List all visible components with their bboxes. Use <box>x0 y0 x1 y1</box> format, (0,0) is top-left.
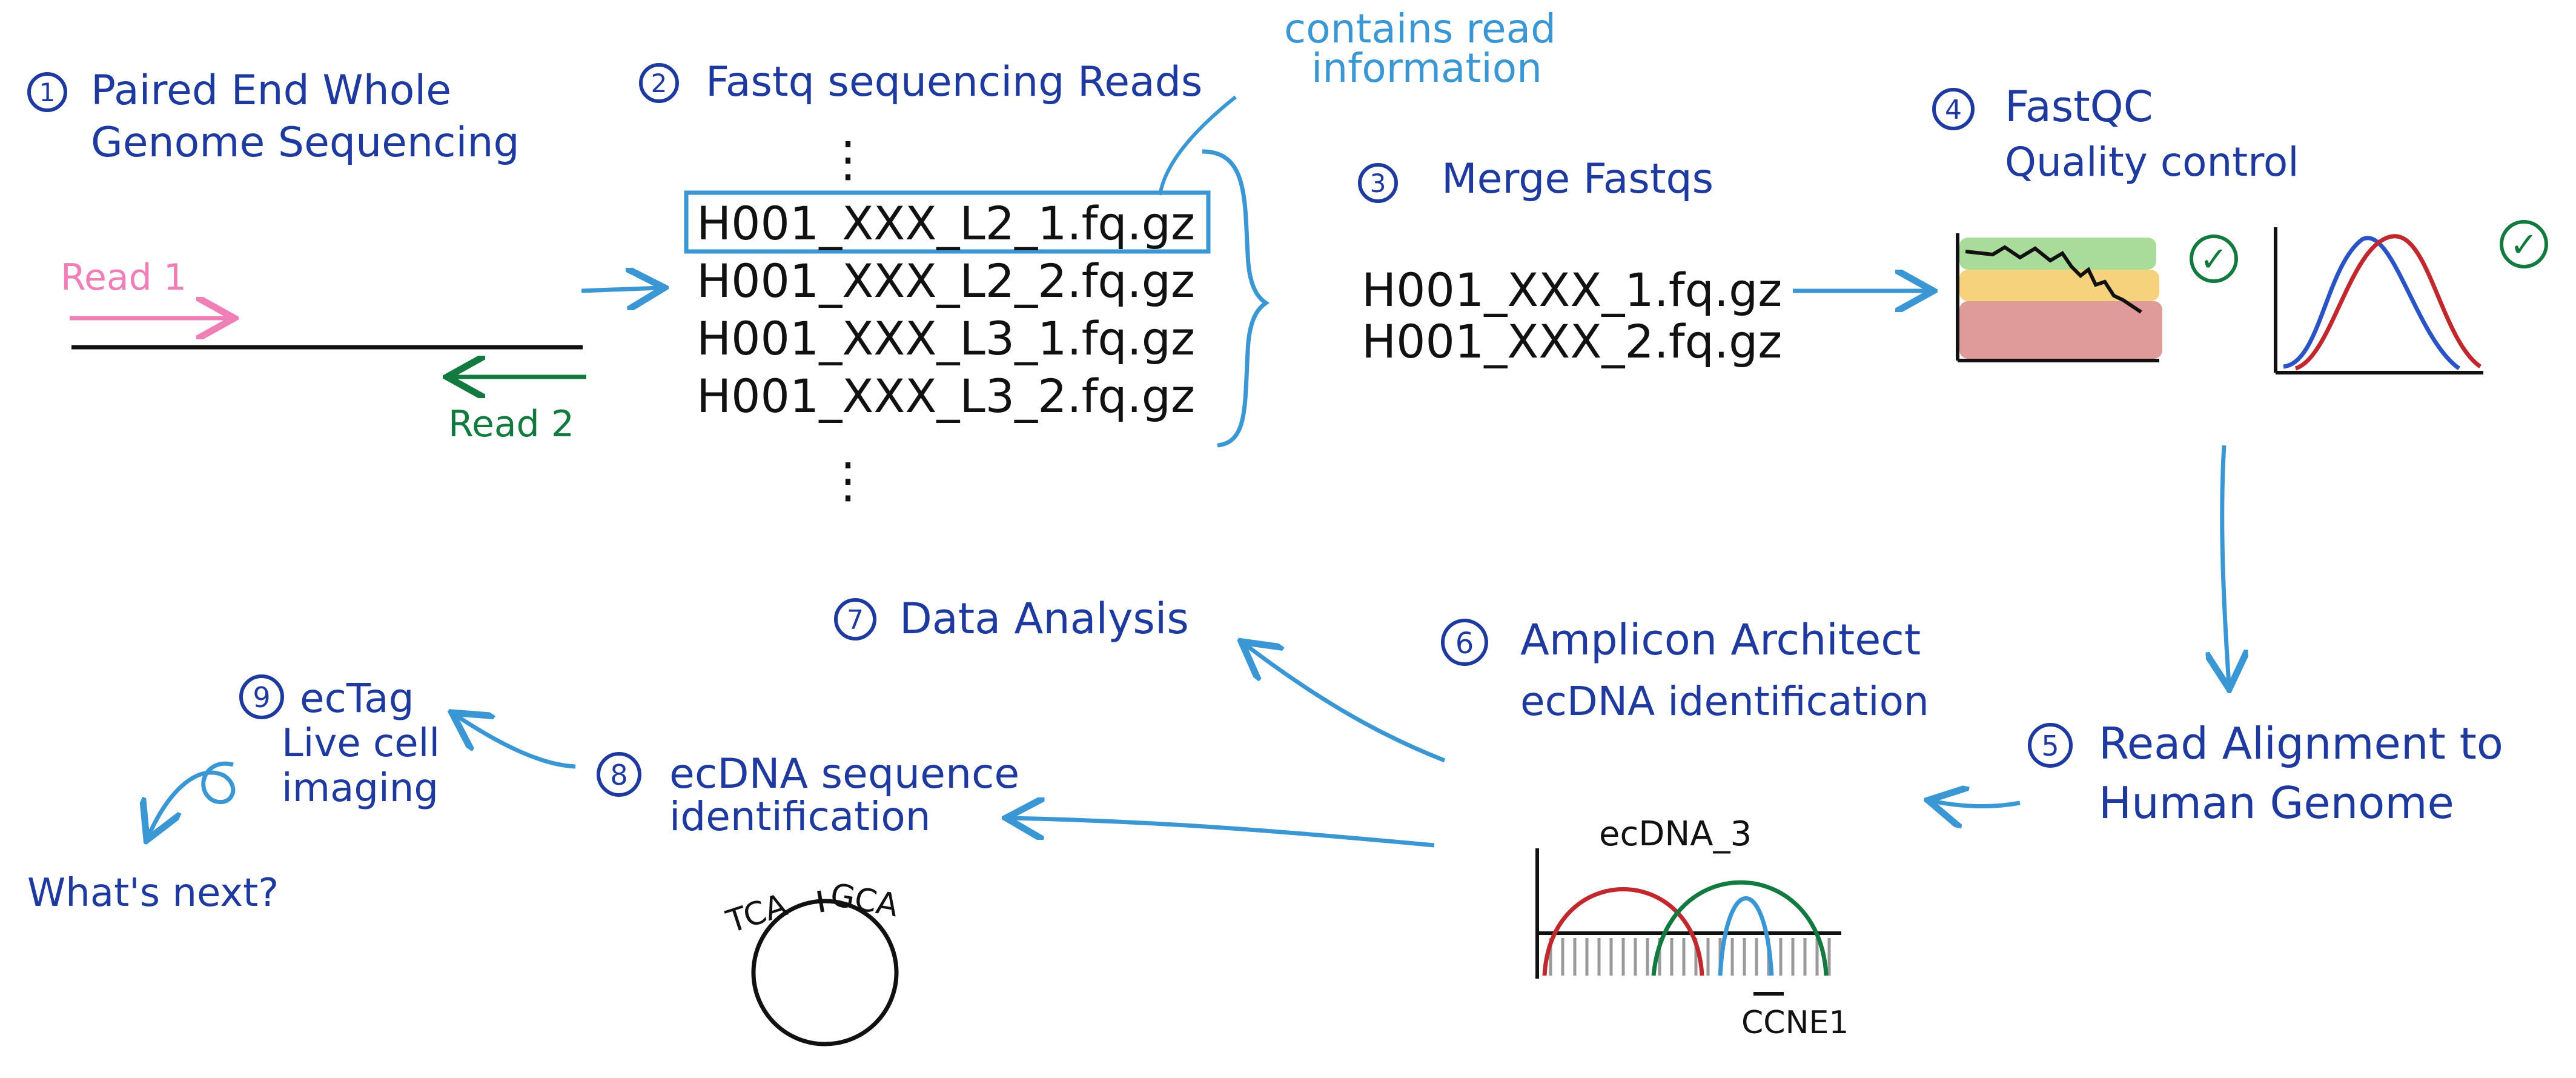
fastq-file-1: H001_XXX_L2_1.fq.gz <box>697 196 1195 250</box>
step1-group: 1 Paired End Whole Genome Sequencing Rea… <box>27 67 586 445</box>
step9-group: 9 ecTag Live cell imaging What's next? <box>27 674 440 916</box>
step5-group: 5 Read Alignment to Human Genome <box>2028 718 2503 828</box>
ellipsis-top: ⋮ <box>824 131 872 187</box>
step4-group: 4 FastQC Quality control ✓ ✓ <box>1932 82 2548 374</box>
fastq-file-3: H001_XXX_L3_1.fq.gz <box>697 311 1195 365</box>
arrow-step4-to-step5 <box>2222 445 2229 685</box>
quality-band-green <box>1959 238 2156 270</box>
arrow-step5-to-step6 <box>1932 801 2021 807</box>
step9-title-line1: ecTag <box>300 675 414 722</box>
arrow-step8-to-step9 <box>455 715 576 769</box>
read1-label: Read 1 <box>61 256 187 299</box>
curly-brace <box>1202 149 1270 448</box>
step1-title-line1: Paired End Whole <box>91 67 451 115</box>
breakpoint-arc-blue <box>1718 896 1774 976</box>
step1-title-line2: Genome Sequencing <box>91 119 520 167</box>
step5-title-line2: Human Genome <box>2099 777 2454 828</box>
step9-title-line2: Live cell <box>282 721 440 766</box>
fastq-file-4: H001_XXX_L3_2.fq.gz <box>697 369 1195 423</box>
step5-title-line1: Read Alignment to <box>2099 718 2503 769</box>
arrow-step6-to-step8 <box>1010 818 1435 848</box>
quality-band-red <box>1959 301 2162 359</box>
callout-line2: information <box>1311 45 1542 91</box>
step8-number: 8 <box>610 759 627 791</box>
step9-title-line3: imaging <box>282 766 439 811</box>
step9-number-circle <box>239 674 284 719</box>
step6-title-line2: ecDNA identification <box>1520 678 1929 725</box>
callout-line1: contains read <box>1284 5 1556 52</box>
ellipsis-bottom: ⋮ <box>824 452 872 508</box>
step4-title-line2: Quality control <box>2005 139 2299 185</box>
quality-per-base-chart <box>1956 233 2162 362</box>
step6-title-line1: Amplicon Architect <box>1520 615 1921 665</box>
step2-group: 2 Fastq sequencing Reads contains read i… <box>639 5 1556 508</box>
merged-file-2: H001_XXX_2.fq.gz <box>1362 314 1782 368</box>
step1-number: 1 <box>39 78 56 107</box>
step2-number-circle <box>639 63 679 103</box>
step7-title: Data Analysis <box>899 594 1189 644</box>
breakpoint-arc-red <box>1542 887 1704 976</box>
step2-number: 2 <box>651 68 667 98</box>
fastq-file-2: H001_XXX_L2_2.fq.gz <box>697 254 1195 308</box>
highlighted-file-box <box>684 190 1211 254</box>
step3-group: 3 Merge Fastqs H001_XXX_1.fq.gz H001_XXX… <box>1358 155 1782 368</box>
breakpoint-arc-green <box>1651 880 1829 976</box>
step8-title-line2: identification <box>669 793 931 840</box>
step3-number: 3 <box>1370 168 1386 198</box>
whats-next-text: What's next? <box>27 871 279 916</box>
step8-group: 8 ecDNA sequence identification TCA GCA <box>597 750 1019 1046</box>
step4-title-line1: FastQC <box>2005 82 2153 131</box>
gene-label: CCNE1 <box>1741 1005 1849 1041</box>
ecdna-coverage-plot <box>1535 848 1841 996</box>
step5-number-circle <box>2028 723 2073 768</box>
quality-band-yellow <box>1959 270 2159 301</box>
step7-number: 7 <box>847 605 864 636</box>
check-circle-2 <box>2500 220 2548 268</box>
merged-file-1: H001_XXX_1.fq.gz <box>1362 263 1782 317</box>
step8-title-line1: ecDNA sequence <box>669 750 1019 798</box>
check-circle-1 <box>2190 235 2238 283</box>
step2-title: Fastq sequencing Reads <box>706 58 1202 106</box>
check-icon-2: ✓ <box>2510 225 2538 265</box>
callout-connector <box>1158 95 1237 196</box>
gc-curve-red <box>2294 234 2482 371</box>
gc-content-chart <box>2274 227 2483 374</box>
ecdna-circle <box>751 899 899 1046</box>
step5-number: 5 <box>2041 730 2059 762</box>
coverage-ticks <box>1549 938 1831 976</box>
loop-arrow <box>148 761 236 836</box>
check-icon-1: ✓ <box>2200 240 2228 279</box>
step6-number: 6 <box>1455 627 1474 660</box>
junction-tick <box>817 890 824 913</box>
arrow-step1-to-step2 <box>581 288 660 291</box>
sequence-left: TCA <box>722 887 792 941</box>
step7-number-circle <box>834 598 876 640</box>
arrow-step6-to-step7 <box>1245 644 1446 763</box>
step6-number-circle <box>1441 619 1488 666</box>
step3-title: Merge Fastqs <box>1442 155 1713 203</box>
step4-number: 4 <box>1945 95 1962 125</box>
step9-number: 9 <box>253 681 270 714</box>
ecdna-plot-label: ecDNA_3 <box>1599 814 1752 854</box>
quality-trace <box>1965 245 2142 314</box>
step1-number-circle <box>27 72 67 112</box>
step6-group: 6 Amplicon Architect ecDNA identificatio… <box>1441 615 1929 1041</box>
sequence-right: GCA <box>827 877 901 925</box>
gc-curve-blue <box>2283 236 2460 370</box>
step3-number-circle <box>1358 163 1398 203</box>
step8-number-circle <box>597 752 641 797</box>
step7-group: 7 Data Analysis <box>834 594 1189 644</box>
step4-number-circle <box>1932 88 1975 130</box>
read2-label: Read 2 <box>448 403 574 445</box>
